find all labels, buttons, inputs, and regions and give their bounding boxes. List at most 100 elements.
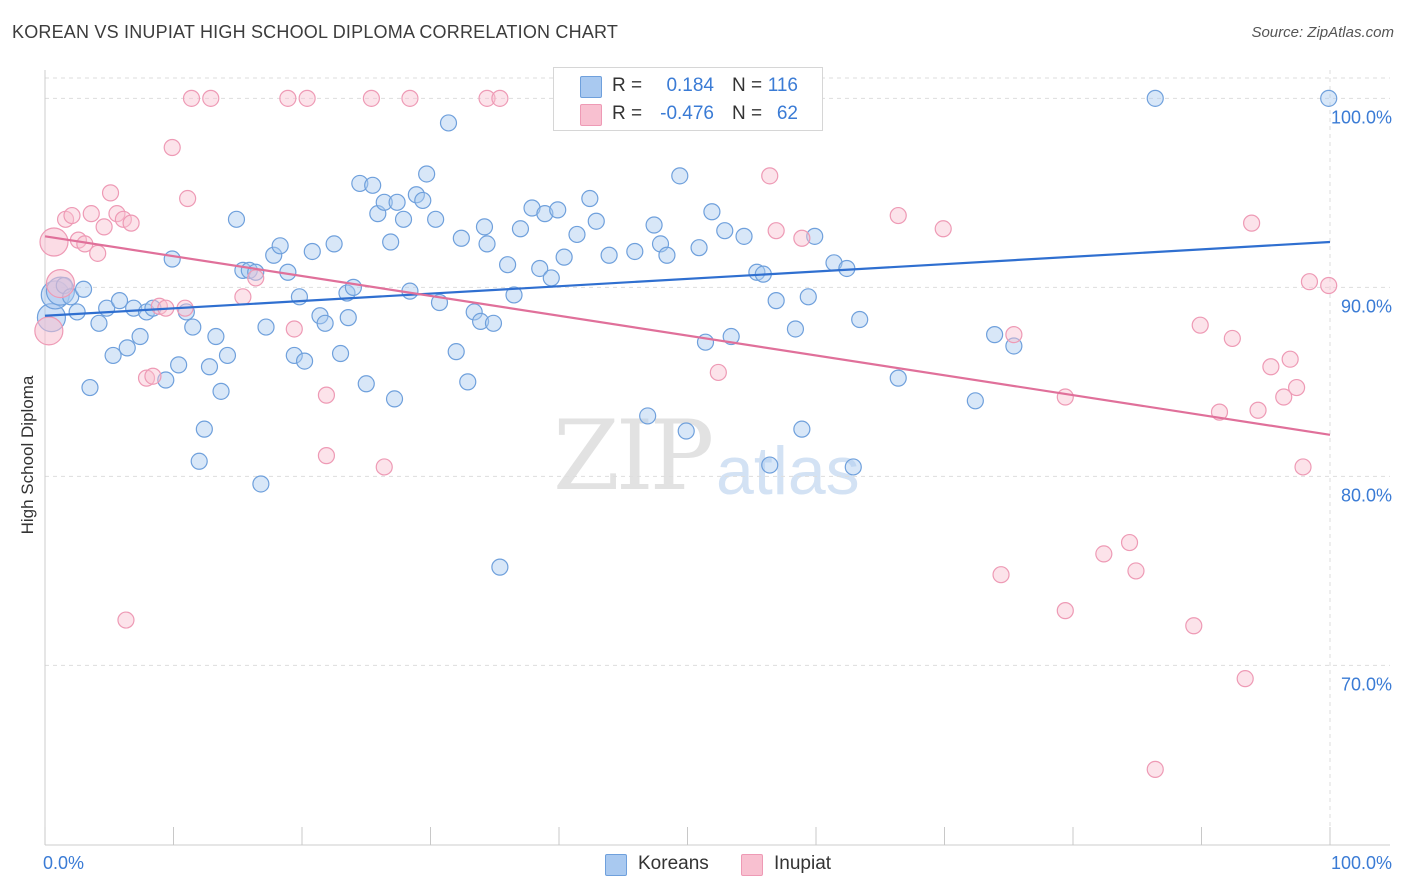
korean-point xyxy=(484,314,503,332)
korean-point xyxy=(555,248,573,266)
inupiat-point xyxy=(478,89,496,107)
inupiat-point xyxy=(1191,316,1209,334)
inupiat-point xyxy=(39,227,69,257)
korean-point xyxy=(966,392,984,410)
korean-point xyxy=(190,452,208,470)
korean-point xyxy=(799,288,817,306)
inupiat-point xyxy=(761,167,779,185)
korean-point xyxy=(505,286,523,304)
korean-point xyxy=(478,235,496,253)
inupiat-point xyxy=(491,89,509,107)
korean-point xyxy=(227,210,246,228)
inupiat-point xyxy=(767,222,785,240)
korean-point xyxy=(568,225,586,244)
inupiat-point xyxy=(137,369,156,387)
inupiat-point xyxy=(1320,276,1338,295)
inupiat-point xyxy=(1146,760,1164,778)
korean-point xyxy=(418,165,436,183)
inupiat-point xyxy=(1281,350,1299,368)
korean-point xyxy=(472,312,490,331)
x-tick-label: 0.0% xyxy=(43,853,84,873)
korean-point xyxy=(600,246,618,264)
r-value: 0.184 xyxy=(666,75,714,96)
inupiat-point xyxy=(298,89,316,107)
inupiat-point xyxy=(1294,458,1312,476)
inupiat-point xyxy=(934,220,952,238)
series-inupiat xyxy=(34,89,1338,778)
inupiat-point xyxy=(1120,533,1139,552)
n-value: 62 xyxy=(776,103,798,124)
korean-point xyxy=(90,314,108,332)
inupiat-point xyxy=(45,268,76,299)
korean-point xyxy=(716,222,734,240)
korean-point xyxy=(549,201,567,219)
korean-point xyxy=(81,378,99,397)
korean-point xyxy=(68,303,86,321)
source-label: Source: ZipAtlas.com xyxy=(1251,24,1394,41)
korean-point xyxy=(447,343,465,361)
inupiat-point xyxy=(101,184,120,202)
korean-point xyxy=(200,358,219,376)
x-tick-label: 100.0% xyxy=(1331,853,1392,873)
korean-point xyxy=(581,189,599,208)
korean-point xyxy=(125,299,143,317)
korean-point xyxy=(252,475,270,493)
inupiat-point xyxy=(1095,545,1113,563)
n-value: 116 xyxy=(767,75,798,96)
inupiat-point xyxy=(1056,388,1074,406)
inupiat-point xyxy=(144,367,162,385)
korean-point xyxy=(690,239,708,257)
korean-point xyxy=(414,191,432,210)
korean-point xyxy=(385,390,404,408)
korean-point xyxy=(1146,89,1164,107)
koreans-trend-line xyxy=(44,240,1331,317)
korean-point xyxy=(475,218,494,236)
r-label: R = xyxy=(612,103,643,124)
korean-point xyxy=(375,193,393,211)
inupiat-point xyxy=(992,566,1010,584)
inupiat-point xyxy=(63,206,81,225)
series-koreans xyxy=(36,89,1338,576)
inupiat-swatch xyxy=(580,104,602,126)
series-legend: Koreans Inupiat xyxy=(0,852,1406,876)
inupiat-point xyxy=(401,89,419,107)
inupiat-point xyxy=(247,269,265,287)
korean-point xyxy=(218,346,237,365)
korean-point xyxy=(748,263,766,281)
korean-point xyxy=(316,314,334,332)
korean-point xyxy=(767,292,785,310)
inupiat-point xyxy=(709,363,727,382)
n-label: N = xyxy=(732,103,763,124)
inupiat-point xyxy=(1287,378,1306,397)
korean-point xyxy=(459,373,477,391)
trend-lines xyxy=(44,235,1331,436)
inupiat-point xyxy=(1243,214,1261,232)
korean-point xyxy=(212,382,230,400)
inupiat-point xyxy=(82,205,100,223)
korean-point xyxy=(986,326,1004,344)
korean-point xyxy=(786,320,805,338)
inupiat-point xyxy=(234,288,252,306)
stats-row-koreans: R = 0.184 N = 116 xyxy=(554,72,822,100)
inupiat-legend-swatch xyxy=(741,854,763,876)
korean-point xyxy=(207,327,225,346)
y-tick-label: 70.0% xyxy=(1341,674,1392,694)
inupiat-point xyxy=(1300,273,1319,291)
inupiat-point xyxy=(362,89,380,107)
korean-point xyxy=(303,242,321,261)
legend-label-koreans: Koreans xyxy=(638,853,709,874)
inupiat-point xyxy=(1275,388,1293,406)
koreans-legend-swatch xyxy=(605,854,627,876)
korean-point xyxy=(587,212,605,230)
korean-point xyxy=(499,256,517,274)
korean-point xyxy=(195,420,213,438)
korean-point xyxy=(394,210,413,228)
inupiat-point xyxy=(1223,329,1241,348)
korean-point xyxy=(257,318,275,336)
korean-point xyxy=(184,318,202,336)
inupiat-point xyxy=(1236,670,1254,688)
korean-point xyxy=(325,235,343,253)
gridlines xyxy=(45,70,1390,845)
korean-point xyxy=(1320,89,1338,107)
watermark-atlas: atlas xyxy=(716,433,860,509)
